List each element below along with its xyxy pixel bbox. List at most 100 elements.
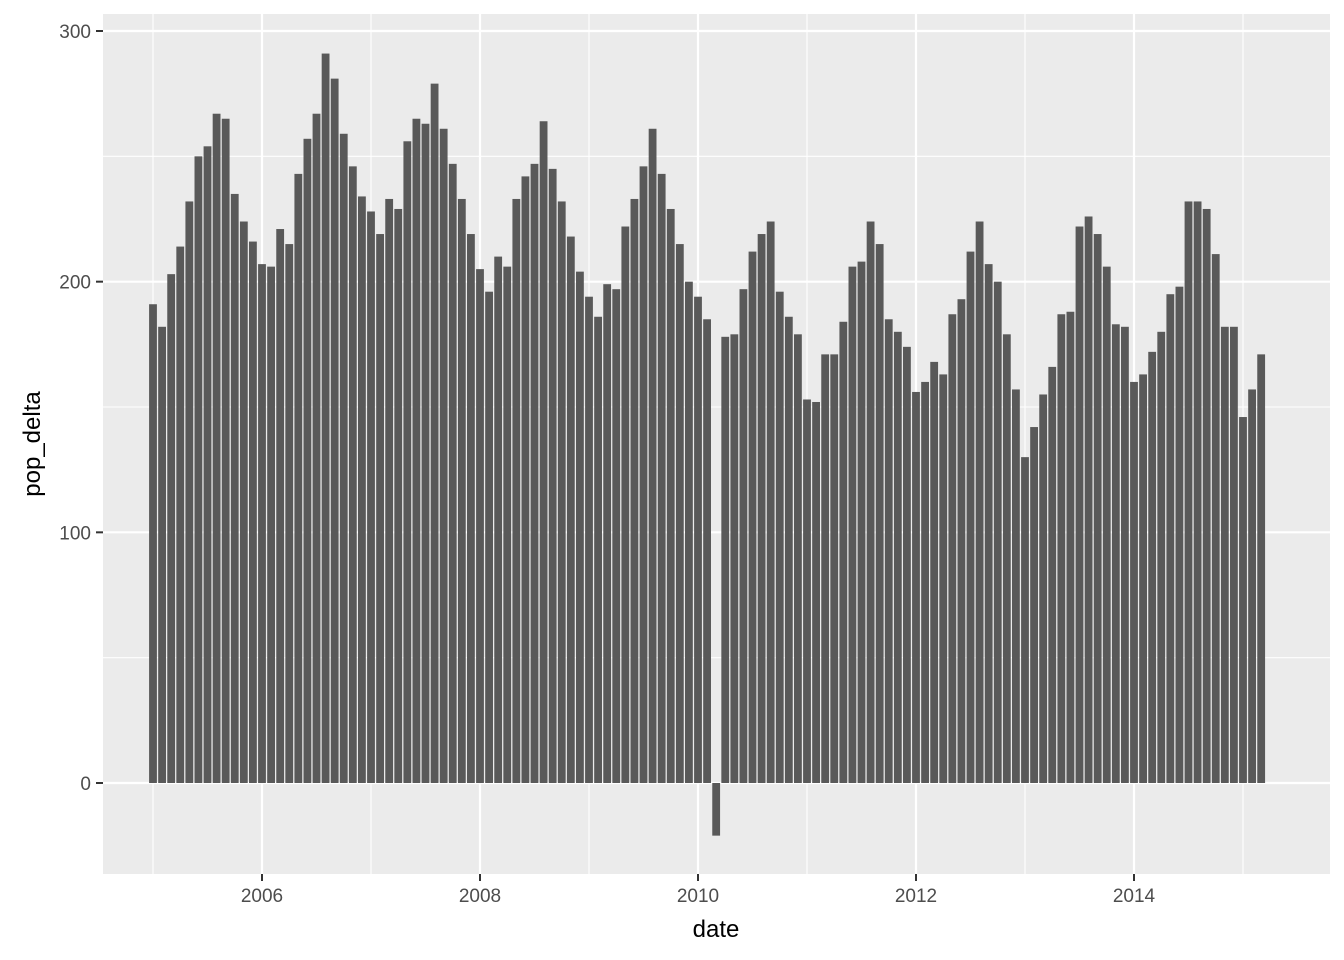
bar [839,321,848,783]
bar [639,166,648,784]
bar [421,123,430,783]
bar [1175,286,1184,783]
bar [703,319,711,783]
bar [239,221,248,783]
bar [694,296,702,783]
bar [848,266,857,783]
bar [775,291,784,783]
bar [675,244,684,783]
bar [939,374,948,783]
bar [784,316,793,783]
bar [821,354,830,783]
bar [1239,417,1247,783]
bar [1002,334,1011,783]
bar [1130,381,1138,783]
y-axis-title: pop_delta [19,391,46,497]
bar [1039,394,1048,783]
bar [757,234,766,784]
y-tick-label: 300 [59,22,91,43]
bar [358,196,366,783]
bar [1184,201,1193,783]
bar [712,783,721,836]
bar [603,284,612,783]
bar [830,354,839,783]
bar [893,331,902,783]
bar [803,399,811,783]
bar [739,289,748,783]
bar [457,198,466,783]
bar [348,166,357,784]
bar [748,251,757,784]
x-axis: 2006 2008 2010 2012 2014 [241,874,1156,907]
bar [176,246,185,783]
bar [621,226,630,783]
bar [185,201,194,783]
bar [1148,351,1157,783]
bar [312,113,321,784]
bar [476,269,484,783]
bar [1021,457,1029,783]
bar [666,208,675,784]
bar [966,251,975,784]
bar [1157,331,1166,783]
bar [521,176,530,783]
bar [194,156,203,783]
bar [685,281,693,783]
y-tick-label: 100 [59,523,91,544]
bar [221,118,230,784]
bar [857,261,866,783]
y-axis: 0 100 200 300 [59,22,103,795]
bar [430,83,439,783]
bar [394,208,403,784]
bar [512,198,521,783]
bar [1248,389,1256,783]
bar [376,234,384,784]
bar [1057,314,1066,783]
bar [1202,208,1211,784]
bar [1166,294,1175,783]
bars [149,53,1266,836]
bar [557,201,566,783]
bar [167,274,176,783]
bar [630,198,639,783]
bar [339,133,348,783]
bar [794,334,802,783]
bar [203,146,212,783]
bar [367,211,375,784]
bar [467,234,475,784]
y-tick-label: 0 [80,774,91,795]
x-tick-label: 2010 [677,886,719,907]
bar [948,314,957,783]
bar [1030,427,1038,783]
bar [1093,234,1102,784]
bar [149,304,157,783]
bar [930,361,939,783]
bar [321,53,330,784]
bar [548,168,557,783]
bar [249,241,257,783]
x-axis-title: date [693,916,740,943]
y-tick-label: 200 [59,273,91,294]
bar [1139,374,1147,783]
bar [812,401,820,783]
bar [285,244,294,783]
bar [1066,311,1075,783]
x-tick-label: 2006 [241,886,283,907]
bar [1012,389,1020,783]
x-tick-label: 2008 [459,886,501,907]
bar [530,163,539,784]
bar [485,291,493,783]
bar [957,299,966,783]
bar [276,229,285,783]
bar [539,121,548,784]
bar [585,296,593,783]
bar [1102,266,1111,783]
bar [648,128,657,783]
bar [412,118,421,784]
bar [1193,201,1202,783]
x-tick-label: 2012 [895,886,937,907]
bar [612,289,621,783]
bar [576,271,584,783]
bar [385,198,394,783]
bar [912,391,920,783]
